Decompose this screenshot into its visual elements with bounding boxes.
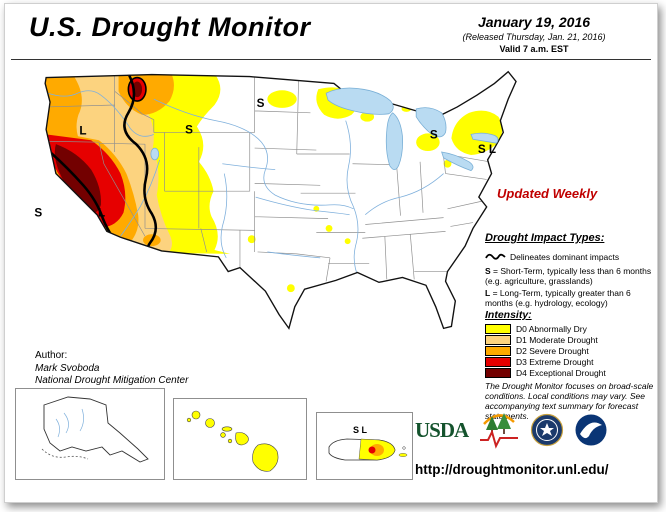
alaska-outline bbox=[43, 396, 149, 463]
agency-logos: USDA bbox=[415, 402, 657, 458]
map-date: January 19, 2016 bbox=[477, 14, 591, 30]
commerce-seal-icon bbox=[531, 413, 564, 447]
great-lakes bbox=[150, 87, 499, 172]
d4-label: D4 Exceptional Drought bbox=[516, 367, 606, 378]
map-label-oregon: L bbox=[79, 124, 86, 137]
us-outline bbox=[44, 70, 517, 330]
aleutian-islands bbox=[41, 448, 89, 460]
author-org: National Drought Mitigation Center bbox=[35, 375, 189, 386]
alaska-inset bbox=[15, 388, 165, 480]
d3-swatch bbox=[485, 356, 511, 367]
puerto-rico-map: S L bbox=[328, 425, 408, 461]
legend-row-d4: D4 Exceptional Drought bbox=[485, 367, 657, 378]
lake-ontario bbox=[470, 132, 499, 144]
long-term-definition: L = Long-Term, typically greater than 6 … bbox=[485, 288, 657, 308]
legend-row-d0: D0 Abnormally Dry bbox=[485, 323, 657, 334]
map-label-idaho: S bbox=[185, 123, 193, 136]
noaa-logo bbox=[575, 414, 607, 446]
impact-labels: L S S L S S S L bbox=[34, 97, 496, 220]
map-label-california: S bbox=[34, 207, 42, 220]
puerto-rico-inset: S L bbox=[316, 412, 413, 480]
drought-monitor-url: http://droughtmonitor.unl.edu/ bbox=[415, 462, 609, 477]
legend-row-d1: D1 Moderate Drought bbox=[485, 334, 657, 345]
d0-swatch bbox=[485, 323, 511, 334]
d1-swatch bbox=[485, 334, 511, 345]
d2-label: D2 Severe Drought bbox=[516, 345, 589, 356]
author-block: Author: Mark Svoboda National Drought Mi… bbox=[35, 350, 188, 388]
alaska-rivers bbox=[55, 408, 84, 438]
alaska-map bbox=[41, 396, 149, 463]
lake-michigan bbox=[385, 112, 404, 171]
great-salt-lake bbox=[150, 147, 160, 161]
legend-row-d3: D3 Extreme Drought bbox=[485, 356, 657, 367]
long-term-code: L bbox=[485, 288, 491, 298]
updated-weekly-note: Updated Weekly bbox=[497, 186, 598, 201]
impact-delineation-lines bbox=[49, 75, 158, 256]
impact-types-heading: Drought Impact Types: bbox=[485, 232, 605, 244]
hawaii-map bbox=[186, 410, 279, 472]
legend-row-d2: D2 Severe Drought bbox=[485, 345, 657, 356]
author-name: Mark Svoboda bbox=[35, 362, 100, 374]
lake-huron bbox=[415, 107, 447, 138]
conus-drought-map: L S S L S S S L bbox=[34, 70, 517, 330]
header-divider bbox=[11, 59, 651, 60]
author-label: Author: bbox=[35, 350, 68, 361]
map-label-nevada: L bbox=[98, 207, 105, 220]
d0-label: D0 Abnormally Dry bbox=[516, 323, 587, 334]
d1-label: D1 Moderate Drought bbox=[516, 334, 598, 345]
lake-erie bbox=[441, 151, 474, 172]
intensity-legend: D0 Abnormally Dry D1 Moderate Drought D2… bbox=[485, 323, 657, 378]
d3-label: D3 Extreme Drought bbox=[516, 356, 594, 367]
hawaii-islands bbox=[186, 410, 279, 472]
release-date: (Released Thursday, Jan. 21, 2016) bbox=[462, 32, 606, 42]
page-title: U.S. Drought Monitor bbox=[29, 12, 311, 42]
culebra-island bbox=[402, 446, 406, 450]
delineates-row: Delineates dominant impacts bbox=[485, 251, 619, 262]
d2-swatch bbox=[485, 345, 511, 356]
map-label-puerto-rico: S L bbox=[353, 425, 368, 435]
ndmc-logo bbox=[480, 413, 519, 449]
hawaii-inset bbox=[173, 398, 307, 480]
squiggle-line-icon bbox=[485, 253, 506, 260]
d4-swatch bbox=[485, 367, 511, 378]
map-label-newengland: S L bbox=[478, 143, 496, 156]
map-label-michigan: S bbox=[430, 128, 438, 141]
lake-superior bbox=[325, 87, 394, 115]
usda-logo: USDA bbox=[415, 417, 469, 442]
map-sheet: U.S. Drought Monitor January 19, 2016 (R… bbox=[4, 3, 658, 503]
short-term-definition: S = Short-Term, typically less than 6 mo… bbox=[485, 266, 657, 286]
date-block: January 19, 2016 (Released Thursday, Jan… bbox=[431, 14, 637, 54]
rivers bbox=[47, 90, 444, 280]
valid-time: Valid 7 a.m. EST bbox=[499, 44, 569, 54]
short-term-code: S bbox=[485, 266, 491, 276]
long-term-text: = Long-Term, typically greater than 6 mo… bbox=[485, 288, 631, 309]
short-term-text: = Short-Term, typically less than 6 mont… bbox=[485, 266, 652, 287]
delineates-label: Delineates dominant impacts bbox=[510, 251, 620, 262]
intensity-heading: Intensity: bbox=[485, 309, 532, 321]
map-label-dakota: S bbox=[257, 97, 265, 110]
